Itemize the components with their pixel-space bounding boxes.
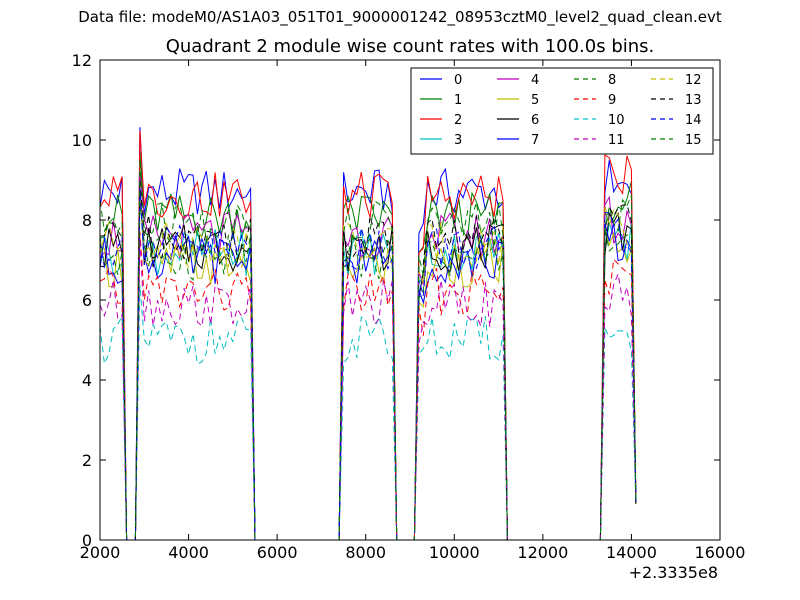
legend-label-3: 3 xyxy=(454,133,462,148)
legend-label-10: 10 xyxy=(608,113,625,128)
legend-label-7: 7 xyxy=(531,133,539,148)
series-line-0 xyxy=(99,127,637,541)
series-line-9 xyxy=(99,231,637,541)
x-tick-label: 6000 xyxy=(257,543,298,562)
legend-frame xyxy=(410,67,714,155)
plot-title: Quadrant 2 module wise count rates with … xyxy=(165,36,655,57)
legend-label-8: 8 xyxy=(608,73,616,88)
series-line-11 xyxy=(99,238,637,541)
x-tick-label: 10000 xyxy=(429,543,480,562)
series-line-10 xyxy=(99,285,637,541)
legend-label-0: 0 xyxy=(454,73,462,88)
series-line-7 xyxy=(99,187,637,541)
x-tick-label: 8000 xyxy=(345,543,386,562)
figure-suptitle: Data file: modeM0/AS1A03_051T01_90000012… xyxy=(78,8,722,26)
legend-label-11: 11 xyxy=(608,133,625,148)
legend-label-4: 4 xyxy=(531,73,539,88)
y-tick-label: 12 xyxy=(72,51,92,70)
x-tick-label: 2000 xyxy=(80,543,121,562)
x-tick-label: 12000 xyxy=(517,543,568,562)
legend-label-9: 9 xyxy=(608,93,616,108)
legend-label-13: 13 xyxy=(685,93,702,108)
y-tick-label: 2 xyxy=(82,451,92,470)
series-line-2 xyxy=(99,130,637,541)
y-tick-label: 4 xyxy=(82,371,92,390)
series-line-14 xyxy=(99,188,637,541)
legend-label-12: 12 xyxy=(685,73,702,88)
series-layer xyxy=(99,127,637,541)
legend-label-5: 5 xyxy=(531,93,539,108)
legend-label-14: 14 xyxy=(685,113,702,128)
x-tick-label: 4000 xyxy=(168,543,209,562)
y-tick-label: 8 xyxy=(82,211,92,230)
y-tick-label: 0 xyxy=(82,531,92,550)
legend-label-15: 15 xyxy=(685,133,702,148)
x-tick-label: 14000 xyxy=(606,543,657,562)
legend-label-1: 1 xyxy=(454,93,462,108)
axis-layer: 2000 4000 6000 8000 10000 12000 14000 16000 0 2 4 6… xyxy=(72,51,746,562)
y-tick-label: 6 xyxy=(82,291,92,310)
legend-label-6: 6 xyxy=(531,113,539,128)
y-tick-label: 10 xyxy=(72,131,92,150)
series-line-15 xyxy=(99,159,637,541)
legend-label-2: 2 xyxy=(454,113,462,128)
x-offset-label: +2.3335e8 xyxy=(629,563,718,582)
x-tick-label: 16000 xyxy=(695,543,746,562)
